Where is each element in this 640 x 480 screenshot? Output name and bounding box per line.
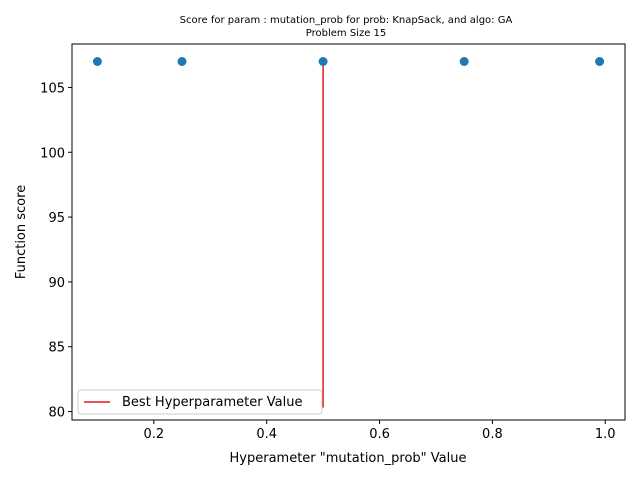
- y-axis-label: Function score: [14, 185, 29, 279]
- x-tick-label: 0.4: [256, 427, 277, 442]
- plot-area: [92, 57, 605, 408]
- data-point: [92, 57, 102, 67]
- y-tick-label: 105: [40, 81, 65, 96]
- x-tick-label: 0.8: [482, 427, 503, 442]
- x-tick-label: 1.0: [595, 427, 616, 442]
- data-point: [177, 57, 187, 67]
- x-axis-label: Hyperameter "mutation_prob" Value: [230, 451, 467, 466]
- y-tick-label: 100: [40, 146, 65, 161]
- y-tick-label: 95: [48, 211, 65, 226]
- data-point: [595, 57, 605, 67]
- x-tick-label: 0.6: [369, 427, 390, 442]
- y-tick-label: 85: [48, 341, 65, 356]
- y-axis: 80 85 90 95 100 105: [40, 81, 72, 421]
- legend-box: [77, 389, 323, 415]
- data-point: [459, 57, 469, 67]
- chart-title: Score for param : mutation_prob for prob…: [180, 15, 513, 26]
- legend: Best Hyperparameter Value: [77, 389, 323, 415]
- legend-label-best-line: Best Hyperparameter Value: [122, 395, 302, 410]
- data-point: [318, 57, 328, 67]
- chart-subtitle: Problem Size 15: [306, 28, 387, 39]
- y-tick-label: 90: [48, 276, 65, 291]
- x-axis: 0.2 0.4 0.6 0.8 1.0: [143, 420, 616, 442]
- axes-frame: [71, 43, 626, 421]
- y-tick-label: 80: [48, 406, 65, 421]
- x-tick-label: 0.2: [143, 427, 164, 442]
